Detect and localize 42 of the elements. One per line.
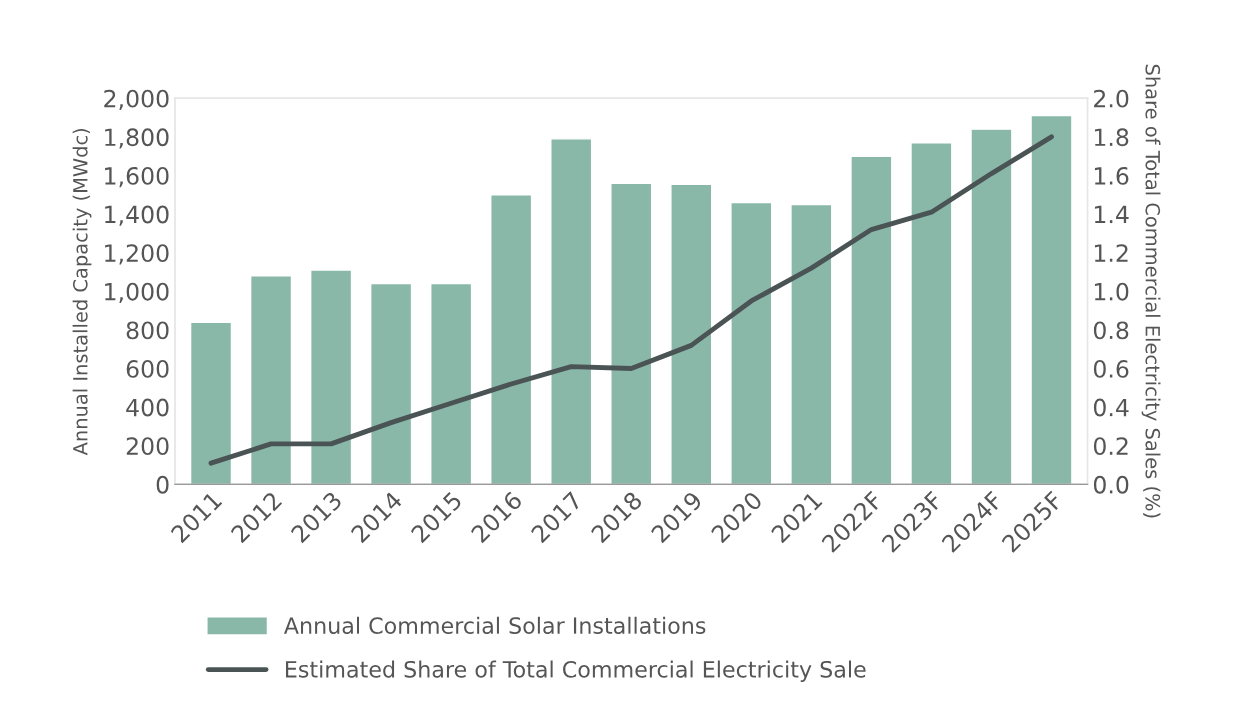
bar: [490, 194, 533, 485]
legend-label: Estimated Share of Total Commercial Electricity Sale: [285, 660, 866, 682]
y-tick-label: 600: [126, 360, 169, 378]
bar: [910, 141, 953, 485]
y2-tick-label: 0.2: [1093, 437, 1128, 456]
y-tick-label: 200: [126, 437, 169, 456]
y-axis-title: Annual Installed Capacity (MWdc): [72, 128, 92, 456]
y-tick-label: 1,600: [105, 166, 169, 188]
y-tick-label: 0: [156, 475, 169, 494]
y-tick-label: 2,000: [104, 89, 169, 110]
y2-tick-label: 0.4: [1093, 398, 1129, 417]
y2-tick-label: 0.0: [1093, 475, 1129, 494]
bar: [670, 183, 713, 485]
bar: [970, 128, 1013, 485]
bar: [850, 155, 893, 485]
bar: [249, 275, 293, 485]
bar: [790, 203, 833, 485]
bar: [370, 282, 413, 485]
y-tick-label: 400: [126, 398, 169, 417]
y2-tick-label: 2.0: [1094, 89, 1129, 108]
y-tick-label: 1,200: [105, 244, 169, 265]
y2-axis-title: Share of Total Commercial Electricity Sales (%): [1141, 64, 1161, 518]
y-tick-label: 1,800: [105, 128, 169, 149]
bar: [430, 282, 473, 485]
bar: [730, 201, 773, 485]
y2-tick-label: 0.6: [1093, 360, 1129, 378]
bar: [189, 321, 233, 485]
bar: [610, 182, 653, 485]
line-series: [208, 134, 1054, 466]
y2-tick-label: 1.2: [1094, 244, 1128, 262]
bar: [550, 138, 593, 485]
y-tick-label: 1,400: [105, 205, 169, 226]
legend-label: Annual Commercial Solar Installations: [283, 616, 706, 634]
y-tick-label: 800: [126, 321, 169, 340]
y2-tick-label: 1.6: [1094, 166, 1129, 185]
y2-tick-label: 0.8: [1093, 321, 1129, 340]
y2-tick-label: 1.8: [1094, 128, 1129, 147]
y2-tick-label: 1.4: [1094, 205, 1129, 224]
bar: [309, 269, 353, 485]
bar: [1030, 114, 1073, 485]
y2-tick-label: 1.0: [1094, 282, 1129, 301]
y-tick-label: 1,000: [105, 282, 169, 304]
